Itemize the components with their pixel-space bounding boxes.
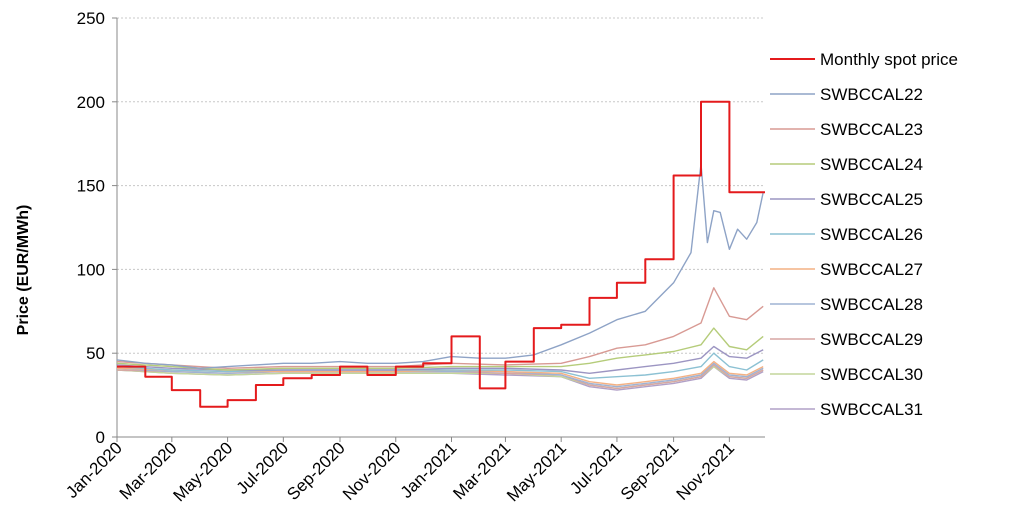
legend-label: SWBCCAL23 [820, 120, 923, 139]
series-line-swbccal30 [116, 365, 764, 390]
legend-label: SWBCCAL24 [820, 155, 923, 174]
y-tick-label: 150 [77, 177, 105, 196]
y-tick-label: 100 [77, 260, 105, 279]
series-line-swbccal25 [116, 345, 764, 374]
legend-label: SWBCCAL29 [820, 330, 923, 349]
y-tick-label: 50 [86, 344, 105, 363]
y-axis-title: Price (EUR/MWh) [15, 205, 32, 336]
x-tick-label: Jul-2020 [233, 438, 293, 498]
y-tick-label: 200 [77, 93, 105, 112]
legend-label: SWBCCAL28 [820, 295, 923, 314]
x-tick-label: Jul-2021 [566, 438, 626, 498]
series-line-monthly-spot-price [117, 100, 765, 408]
legend-label: SWBCCAL22 [820, 85, 923, 104]
x-tick-label: Jan-2020 [62, 438, 126, 502]
series-line-swbccal23 [116, 287, 764, 369]
x-tick-label: Nov-2020 [339, 438, 405, 504]
series-line-swbccal22 [116, 163, 764, 369]
legend-label: SWBCCAL30 [820, 365, 923, 384]
x-tick-label: May-2020 [170, 438, 237, 505]
legend: Monthly spot price SWBCCAL22 SWBCCAL23 SWBC… [770, 50, 958, 419]
legend-label: SWBCCAL26 [820, 225, 923, 244]
series-layer [116, 100, 765, 408]
legend-label: SWBCCAL25 [820, 190, 923, 209]
x-tick-label: Nov-2021 [673, 438, 739, 504]
x-tick-labels: Jan-2020Mar-2020May-2020Jul-2020Sep-2020… [62, 438, 738, 505]
y-tick-labels: 0 50 100 150 200 250 [77, 9, 105, 447]
x-tick-label: Sep-2021 [617, 438, 683, 504]
series-line-swbccal27 [116, 360, 764, 386]
legend-label: SWBCCAL31 [820, 400, 923, 419]
y-tick-label: 0 [96, 428, 105, 447]
y-tick-label: 250 [77, 9, 105, 28]
legend-label: SWBCCAL27 [820, 260, 923, 279]
legend-label: Monthly spot price [820, 50, 958, 69]
x-tick-label: Sep-2020 [283, 438, 349, 504]
series-line-swbccal24 [116, 327, 764, 371]
x-tick-label: May-2021 [503, 438, 570, 505]
